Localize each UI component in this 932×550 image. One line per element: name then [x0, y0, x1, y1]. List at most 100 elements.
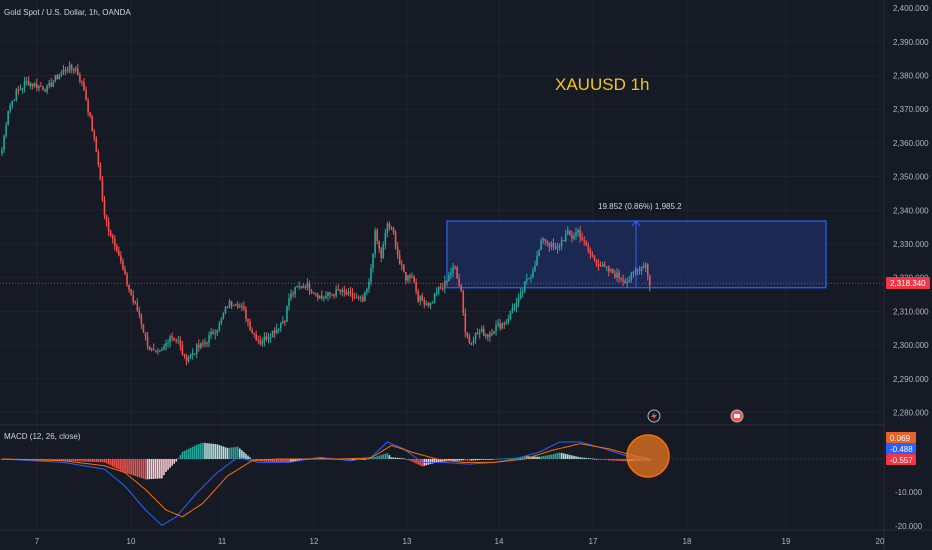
candle [542, 237, 544, 245]
price-tick: 2,360.000 [893, 139, 929, 148]
macd-histogram-bar [417, 459, 419, 465]
candle [81, 80, 83, 87]
macd-histogram-bar [485, 459, 487, 460]
candle [644, 262, 647, 273]
macd-histogram-bar [167, 459, 169, 470]
candle [573, 232, 575, 241]
candle [523, 281, 526, 294]
signal-line [1, 443, 650, 518]
candle [173, 337, 175, 342]
candle [113, 234, 116, 251]
macd-histogram-bar [599, 459, 602, 460]
macd-histogram-bar [118, 459, 120, 470]
candle [161, 347, 163, 351]
candle [378, 240, 380, 253]
candle [310, 288, 313, 295]
candle [77, 63, 79, 76]
macd-histogram-bar [624, 459, 626, 462]
macd-histogram-bar [212, 443, 214, 459]
macd-histogram-bar [380, 455, 383, 459]
macd-histogram-bar [560, 452, 563, 459]
candle [396, 242, 399, 259]
candle [540, 237, 542, 251]
macd-histogram-bar [415, 459, 417, 464]
candle [446, 280, 448, 285]
macd-histogram-bar [546, 455, 549, 459]
macd-histogram-bar [87, 459, 89, 462]
time-axis[interactable]: 7 10 11 12 13 14 17 18 19 20 [35, 537, 885, 546]
macd-histogram-bar [587, 458, 590, 459]
candle [251, 327, 253, 334]
macd-histogram-bar [610, 459, 612, 461]
candle [630, 271, 633, 283]
candle [318, 295, 321, 300]
price-tick: 2,400.000 [893, 4, 929, 13]
macd-histogram-bar [267, 459, 270, 462]
macd-histogram-bar [542, 456, 544, 459]
candle [220, 317, 223, 326]
macd-histogram-bar [282, 459, 284, 463]
macd-histogram-bar [38, 459, 40, 461]
candle [448, 271, 450, 282]
candle [534, 260, 536, 273]
macd-histogram-bar [454, 459, 456, 461]
event-flag-icon[interactable] [730, 409, 744, 423]
macd-histogram-bar [468, 459, 471, 461]
macd-histogram-bar [230, 447, 233, 459]
macd-histogram-bar [396, 457, 399, 459]
macd-histogram-bar [241, 450, 243, 459]
candle [435, 287, 438, 297]
macd-histogram-bar [79, 459, 81, 462]
macd-histogram-bar [154, 459, 157, 479]
candle [292, 290, 294, 298]
measure-label: 19.852 (0.86%) 1,985.2 [598, 202, 682, 211]
candle [466, 332, 469, 339]
candle [517, 293, 520, 307]
macd-histogram-bar [81, 459, 83, 462]
macd-histogram-bar [567, 454, 569, 459]
macd-histogram-bar [165, 459, 167, 472]
time-tick: 18 [683, 537, 692, 546]
candle [181, 340, 184, 356]
macd-histogram-bar [228, 447, 231, 459]
candle [140, 313, 143, 329]
candle [333, 293, 335, 299]
candle [485, 333, 487, 340]
macd-histogram-bar [68, 459, 71, 461]
macd-histogram-bar [511, 457, 514, 459]
macd-histogram-bar [464, 459, 467, 461]
range-box[interactable]: 19.852 (0.86%) 1,985.2 [446, 199, 827, 289]
macd-histogram-bar [321, 457, 323, 459]
candle [120, 251, 122, 265]
candle [509, 310, 512, 321]
macd-tick: -20.000 [895, 522, 923, 531]
macd-histogram-bar [591, 458, 594, 460]
candle [610, 268, 612, 273]
price-axis[interactable]: 2,400.000 2,390.000 2,380.000 2,370.000 … [893, 4, 929, 417]
macd-line-value: -0.488 [890, 445, 913, 454]
macd-histogram-bar [388, 455, 391, 459]
candle [93, 128, 96, 142]
candle [560, 236, 563, 251]
candle [224, 306, 227, 315]
candle [460, 283, 462, 293]
candle [415, 278, 417, 295]
macd-histogram-bar [370, 458, 372, 460]
candle [355, 293, 358, 299]
candle [239, 303, 241, 308]
candle [52, 79, 55, 88]
lightning-icon[interactable] [647, 409, 661, 423]
macd-histogram-bar [103, 459, 106, 463]
macd-histogram-bar [58, 459, 61, 461]
macd-histogram-bar [44, 459, 46, 461]
candle [620, 277, 622, 283]
macd-histogram-bar [42, 459, 44, 461]
macd-panel [0, 424, 884, 526]
candle [50, 77, 52, 88]
candle [48, 80, 50, 89]
macd-histogram-bar [181, 451, 184, 459]
candle [306, 278, 309, 291]
macd-histogram-bar [437, 459, 440, 463]
macd-histogram-bar [292, 459, 294, 462]
